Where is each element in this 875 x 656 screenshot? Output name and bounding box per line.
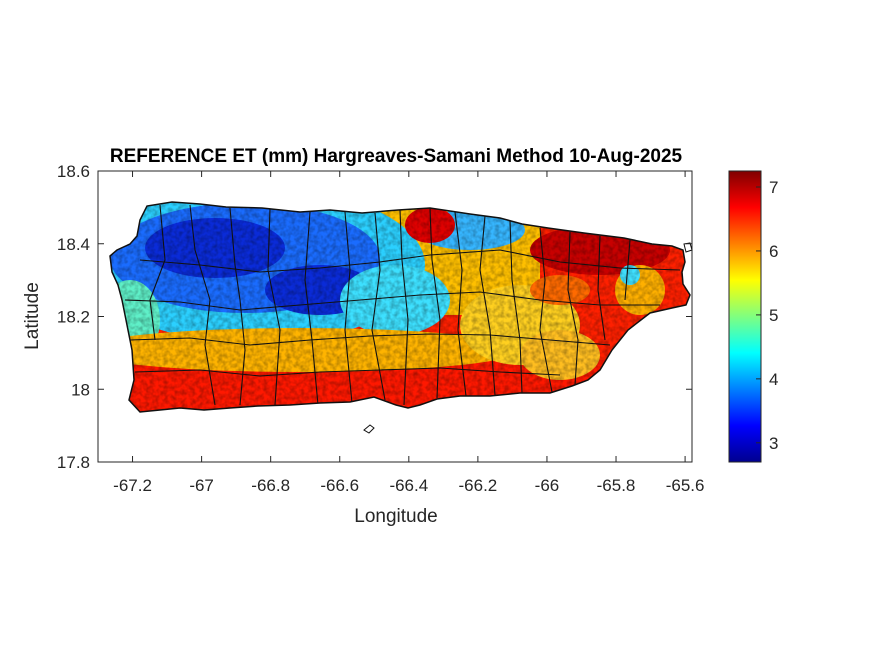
x-tick-label: -66	[535, 476, 560, 495]
x-tick-label: -67	[189, 476, 214, 495]
offshore-island-east	[683, 242, 693, 253]
island-outline	[109, 201, 691, 413]
x-tick-label: -67.2	[113, 476, 152, 495]
x-axis-label: Longitude	[354, 506, 437, 527]
colorbar-ticks: 7 6 5 4 3	[756, 178, 778, 453]
colorbar-tick-label: 4	[769, 370, 778, 389]
municipality-borders	[124, 204, 681, 406]
x-tick-label: -66.2	[459, 476, 498, 495]
x-tick-label: -66.8	[251, 476, 290, 495]
map-title: REFERENCE ET (mm) Hargreaves-Samani Meth…	[110, 146, 683, 167]
colorbar	[728, 170, 762, 463]
x-tick-label: -65.8	[597, 476, 636, 495]
x-tick-label: -66.4	[389, 476, 428, 495]
y-tick-label: 18.6	[57, 162, 90, 181]
offshore-island	[363, 424, 375, 434]
y-tick-label: 18.2	[57, 308, 90, 327]
y-tick-label: 17.8	[57, 453, 90, 472]
y-axis-label: Latitude	[22, 282, 43, 350]
colorbar-tick-label: 3	[769, 434, 778, 453]
x-tick-label: -65.6	[666, 476, 705, 495]
x-axis-ticks: -67.2 -67 -66.8 -66.6 -66.4 -66.2 -66 -65.8 -65.…	[113, 171, 704, 495]
x-tick-label: -66.6	[320, 476, 359, 495]
y-tick-label: 18.4	[57, 235, 90, 254]
y-axis-ticks: 18.6 18.4 18.2 18 17.8	[57, 162, 692, 472]
colorbar-tick-label: 6	[769, 242, 778, 261]
colorbar-tick-label: 7	[769, 178, 778, 197]
colorbar-tick-label: 5	[769, 306, 778, 325]
y-tick-label: 18	[71, 380, 90, 399]
